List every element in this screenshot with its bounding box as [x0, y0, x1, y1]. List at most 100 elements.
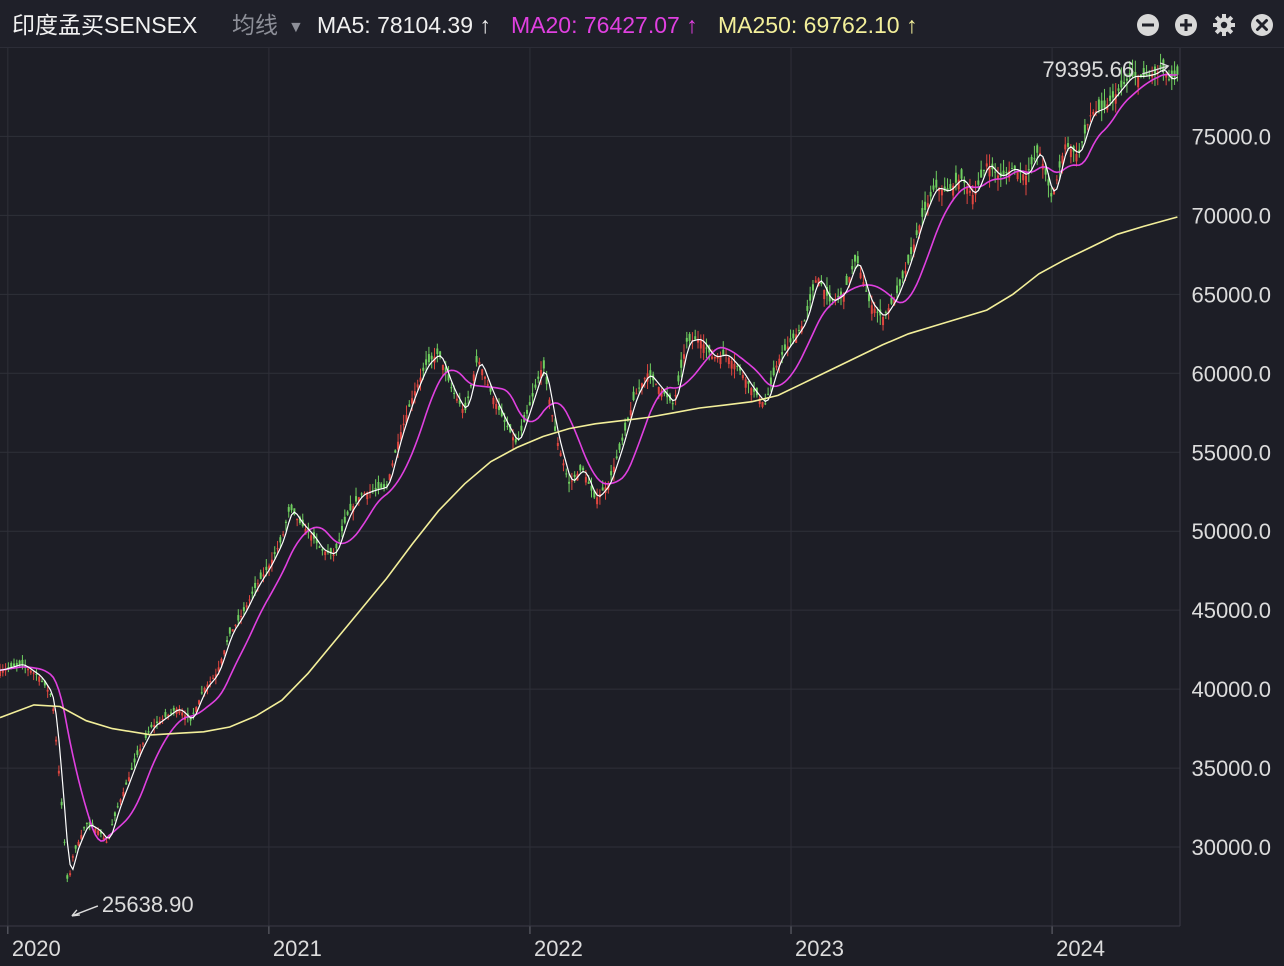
candle-body — [223, 650, 226, 655]
y-tick-label: 50000.0 — [1191, 519, 1271, 544]
candle-body — [35, 673, 38, 675]
candle-body — [1, 669, 4, 673]
candle-body — [399, 432, 402, 440]
candle-body — [427, 354, 430, 363]
candle-body — [688, 334, 691, 341]
candle-body — [85, 822, 88, 824]
candle-body — [195, 707, 198, 713]
candle-body — [1159, 65, 1162, 69]
candle-body — [164, 712, 167, 717]
candle-body — [60, 801, 63, 806]
candle-body — [839, 291, 842, 296]
candle-body — [374, 487, 377, 490]
plus-circle-icon[interactable] — [1174, 13, 1198, 37]
candle-body — [1055, 179, 1058, 181]
candle-body — [380, 483, 383, 489]
candle-body — [150, 724, 153, 728]
candle-body — [436, 348, 439, 355]
candle-body — [626, 417, 629, 421]
x-tick-label: 2024 — [1056, 936, 1105, 961]
minus-circle-icon[interactable] — [1136, 13, 1160, 37]
candle-body — [1145, 73, 1148, 76]
candle-body — [621, 437, 624, 441]
chevron-down-icon[interactable]: ▼ — [288, 19, 304, 36]
candle-body — [256, 583, 259, 585]
candle-body — [503, 420, 506, 423]
candle-body — [1134, 71, 1137, 77]
candle-body — [514, 438, 517, 443]
candle-body — [584, 477, 587, 483]
candle-body — [929, 191, 932, 197]
candle-body — [57, 770, 60, 774]
price-chart[interactable]: 30000.0 35000.0 40000.0 45000.0 50000.0 55000… — [0, 48, 1284, 966]
candle-body — [167, 714, 170, 716]
candle-body — [144, 733, 147, 738]
ma-type-dropdown[interactable]: 均线 — [232, 12, 278, 38]
candle-body — [385, 484, 388, 486]
candle-body — [63, 841, 66, 843]
candle-body — [181, 712, 184, 716]
candle-body — [489, 385, 492, 392]
candle-body — [397, 441, 400, 450]
candle-body — [873, 308, 876, 314]
candle-body — [1089, 115, 1092, 117]
candle-body — [890, 297, 893, 304]
candle-body — [811, 284, 814, 291]
close-circle-icon[interactable] — [1250, 13, 1274, 37]
candle-body — [408, 404, 411, 407]
candle-body — [478, 361, 481, 365]
y-tick-label: 70000.0 — [1191, 203, 1271, 228]
candle-body — [820, 282, 823, 285]
candle-body — [226, 640, 229, 642]
candle-body — [825, 287, 828, 296]
candle-body — [315, 539, 318, 544]
candle-body — [702, 344, 705, 353]
candle-body — [618, 443, 621, 450]
candle-body — [862, 282, 865, 287]
candle-body — [884, 311, 887, 313]
candle-body — [1173, 70, 1176, 78]
candle-body — [38, 676, 41, 682]
candle-body — [834, 299, 837, 301]
candle-body — [1036, 145, 1039, 153]
candle-body — [772, 367, 775, 376]
candle-body — [10, 663, 13, 667]
candle-body — [377, 481, 380, 489]
candle-body — [217, 667, 220, 672]
candle-body — [416, 384, 419, 388]
candle-body — [506, 425, 509, 428]
candle-body — [775, 365, 778, 368]
candle-body — [391, 463, 394, 466]
candle-body — [1013, 165, 1016, 170]
candle-body — [7, 667, 10, 669]
candle-body — [778, 358, 781, 365]
candle-body — [764, 403, 767, 405]
candle-body — [1125, 78, 1128, 81]
candle-body — [113, 812, 116, 817]
candle-body — [1123, 81, 1126, 85]
candle-body — [797, 329, 800, 331]
candle-body — [1030, 156, 1033, 165]
candle-body — [153, 725, 156, 728]
candle-body — [910, 247, 913, 255]
candle-body — [803, 320, 806, 322]
candle-body — [469, 385, 472, 387]
candle-body — [750, 388, 753, 396]
candle-body — [245, 605, 248, 608]
y-tick-label: 45000.0 — [1191, 598, 1271, 623]
gear-icon[interactable] — [1212, 13, 1236, 37]
candle-body — [842, 292, 845, 302]
candle-body — [828, 293, 831, 302]
candle-body — [273, 552, 276, 554]
candle-body — [282, 534, 285, 536]
candle-body — [1008, 170, 1011, 178]
candle-body — [321, 549, 324, 551]
candle-body — [1075, 153, 1078, 162]
candle-body — [105, 841, 108, 843]
candle-body — [727, 357, 730, 365]
candle-body — [1002, 170, 1005, 175]
candle-body — [924, 201, 927, 210]
candle-body — [674, 394, 677, 397]
candle-body — [41, 680, 44, 682]
